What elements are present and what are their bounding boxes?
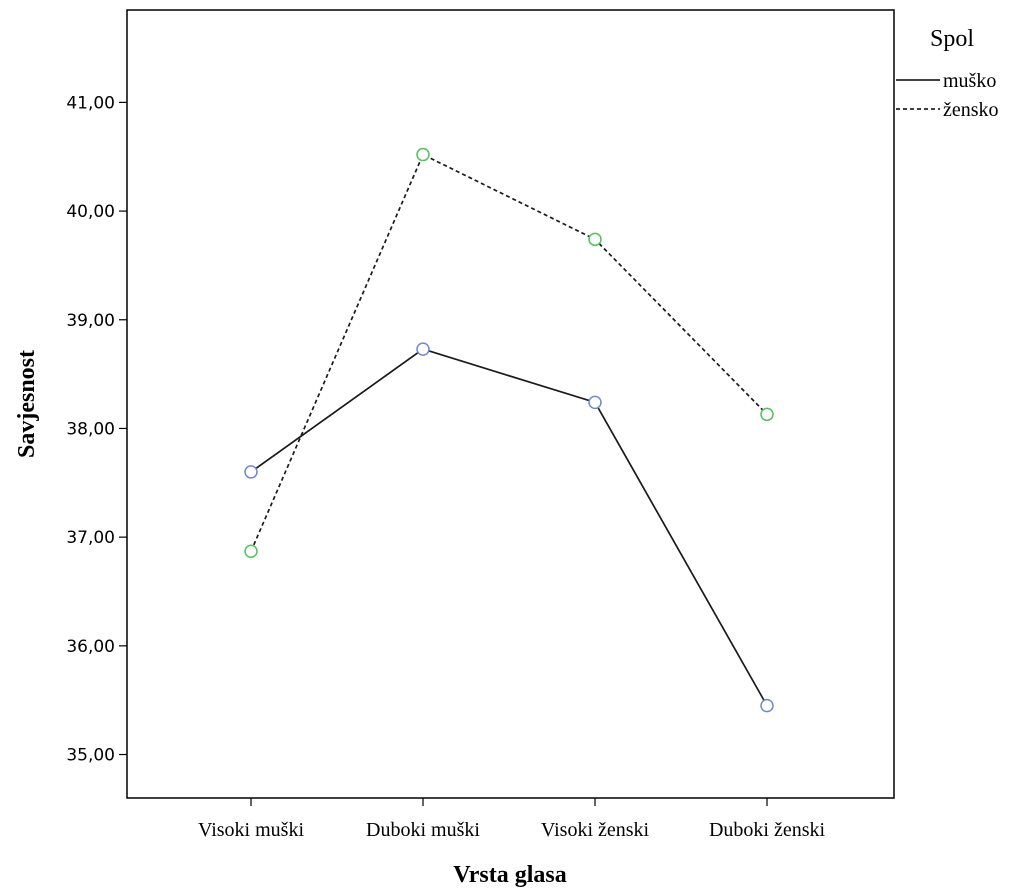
y-tick-label: 39,00 bbox=[66, 311, 115, 331]
y-tick-label: 35,00 bbox=[66, 746, 115, 766]
x-tick-label: Duboki muški bbox=[366, 819, 480, 841]
data-point-zensko bbox=[588, 232, 602, 247]
data-point-musko bbox=[588, 395, 602, 410]
x-axis: Visoki muški Duboki muški Visoki ženski Dub… bbox=[198, 798, 826, 841]
y-tick-label: 38,00 bbox=[66, 419, 115, 439]
y-tick-label: 37,00 bbox=[66, 528, 115, 548]
y-tick-label: 41,00 bbox=[66, 93, 115, 113]
legend: Spol muško žensko bbox=[896, 26, 999, 121]
x-axis-title: Vrsta glasa bbox=[453, 862, 567, 888]
series-line-zensko bbox=[250, 153, 768, 552]
series-layer bbox=[244, 147, 774, 713]
series-line-musko bbox=[250, 348, 768, 707]
legend-label-musko: muško bbox=[943, 70, 996, 92]
plot-area-frame bbox=[126, 9, 895, 799]
data-point-musko bbox=[244, 465, 258, 479]
x-tick-label: Visoki ženski bbox=[541, 819, 650, 841]
legend-title: Spol bbox=[930, 26, 974, 52]
x-tick-label: Duboki ženski bbox=[709, 819, 826, 841]
x-tick-label: Visoki muški bbox=[198, 819, 304, 841]
y-axis-title: Savjesnost bbox=[14, 350, 40, 458]
legend-label-zensko: žensko bbox=[943, 99, 999, 121]
y-tick-label: 36,00 bbox=[66, 637, 115, 657]
data-point-musko bbox=[760, 698, 774, 713]
data-point-zensko bbox=[244, 544, 258, 559]
data-point-zensko bbox=[416, 147, 430, 162]
data-point-zensko bbox=[760, 407, 774, 422]
y-axis: 35,00 36,00 37,00 38,00 39,00 40,00 41,00 bbox=[66, 93, 127, 766]
data-point-musko bbox=[416, 342, 430, 356]
y-tick-label: 40,00 bbox=[66, 202, 115, 222]
